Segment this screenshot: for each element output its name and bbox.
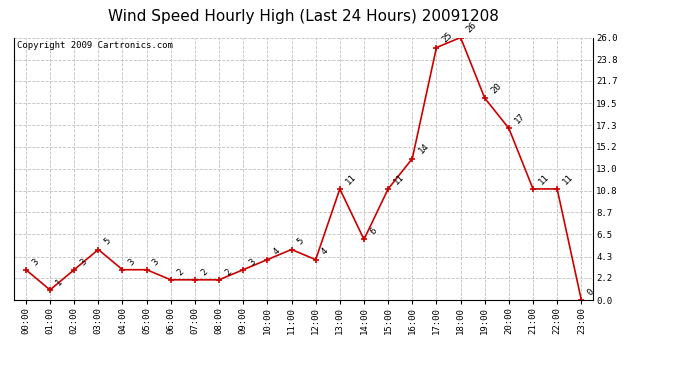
Text: 2: 2	[224, 267, 233, 277]
Text: 14: 14	[417, 142, 431, 156]
Text: 4: 4	[272, 247, 282, 257]
Text: 11: 11	[344, 172, 358, 186]
Text: 3: 3	[248, 257, 257, 267]
Text: 2: 2	[175, 267, 185, 277]
Text: 3: 3	[30, 257, 40, 267]
Text: 5: 5	[296, 237, 306, 247]
Text: 1: 1	[55, 277, 64, 287]
Text: 5: 5	[103, 237, 112, 247]
Text: 11: 11	[393, 172, 406, 186]
Text: Copyright 2009 Cartronics.com: Copyright 2009 Cartronics.com	[17, 42, 172, 51]
Text: 26: 26	[465, 21, 479, 35]
Text: 25: 25	[441, 31, 455, 45]
Text: 11: 11	[538, 172, 551, 186]
Text: 3: 3	[79, 257, 88, 267]
Text: 20: 20	[489, 81, 503, 95]
Text: 11: 11	[562, 172, 575, 186]
Text: 6: 6	[368, 226, 378, 237]
Text: 3: 3	[151, 257, 161, 267]
Text: Wind Speed Hourly High (Last 24 Hours) 20091208: Wind Speed Hourly High (Last 24 Hours) 2…	[108, 9, 499, 24]
Text: 0: 0	[586, 287, 595, 297]
Text: 17: 17	[513, 112, 527, 126]
Text: 2: 2	[199, 267, 209, 277]
Text: 4: 4	[320, 247, 330, 257]
Text: 3: 3	[127, 257, 137, 267]
